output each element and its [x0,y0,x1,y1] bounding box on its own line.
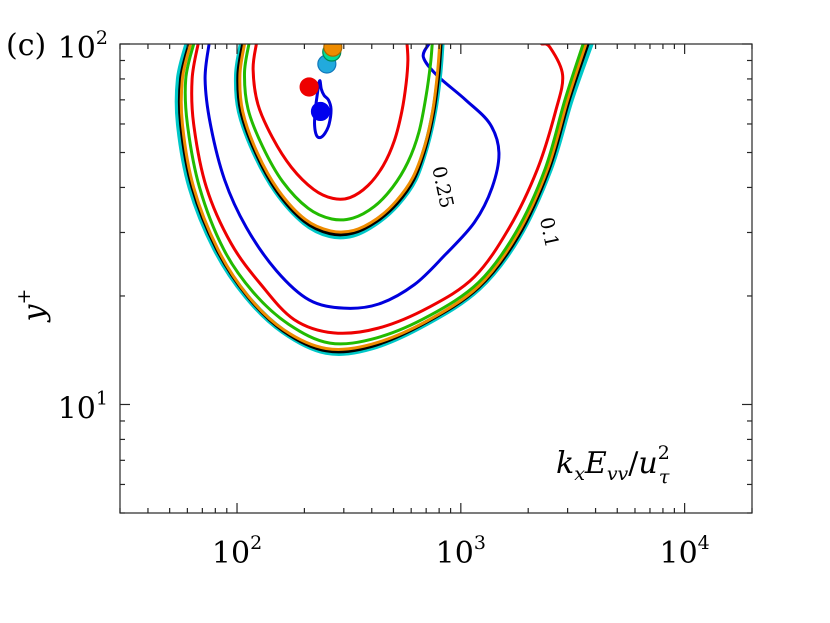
contour-line-10 [251,44,410,201]
contour-line-7 [236,44,443,237]
peak-markers [299,44,343,122]
y-tick-label: 102 [58,27,108,66]
panel-label: (c) [6,28,46,63]
x-tick-label: 102 [212,532,262,571]
peak-marker-0 [310,101,331,122]
peak-marker-4 [323,44,343,57]
contour-label-bg [431,161,452,214]
contour-line-9 [242,44,434,222]
x-tick-label: 103 [436,532,486,571]
contour-line-6 [233,44,445,240]
tick-labels: 102 103 104 101 102 [58,27,710,571]
contour-label-bg [537,206,558,259]
contour-line-8 [238,44,442,234]
contour-line-2 [179,44,588,351]
contour-line-4 [190,44,565,335]
peak-marker-1 [299,77,319,97]
contour-line-3 [183,44,585,346]
axis-ticks [119,43,753,514]
contour-line-5 [203,44,501,310]
y-axis-label: y+ [13,289,52,324]
x-tick-label: 104 [659,532,709,571]
y-tick-label: 101 [58,387,108,426]
spectrum-annotation: kxEvv/u2 τ [556,442,670,488]
contour-lines [174,44,594,356]
axes-frame [119,43,753,514]
